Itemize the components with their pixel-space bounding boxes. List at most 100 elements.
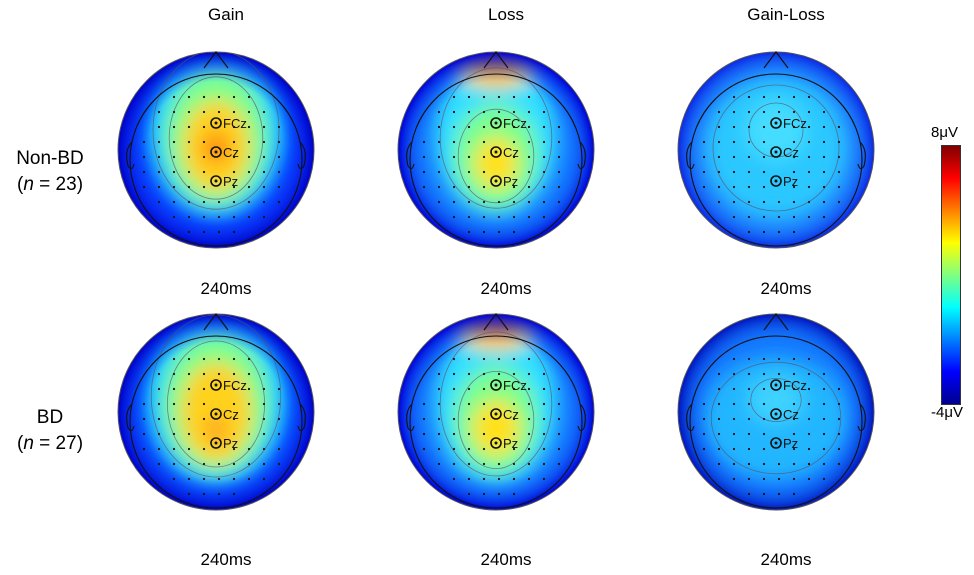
- electrode-dot: [557, 402, 561, 406]
- electrode-dot: [717, 170, 721, 174]
- electrode-dot: [807, 372, 811, 376]
- electrode-dot: [777, 95, 781, 99]
- electrode-dot: [172, 140, 176, 144]
- electrode-dot: [747, 170, 751, 174]
- electrode-dot: [277, 200, 281, 204]
- electrode-dot: [542, 215, 546, 219]
- electrode-array: [702, 357, 841, 496]
- electrode-dot: [777, 357, 781, 361]
- electrode-dot: [157, 125, 161, 129]
- electrode-dot: [187, 185, 191, 189]
- electrode-dot: [437, 170, 441, 174]
- electrode-dot: [807, 140, 811, 144]
- electrode-dot: [437, 447, 441, 451]
- electrode-dot: [482, 357, 486, 361]
- electrode-dot: [452, 447, 456, 451]
- electrode-center: [774, 150, 778, 154]
- electrode-dot: [822, 200, 826, 204]
- electrode-dot: [762, 95, 766, 99]
- electrode-dot: [277, 417, 281, 421]
- electrode-dot: [732, 200, 736, 204]
- electrode-dot: [437, 372, 441, 376]
- electrode-dot: [142, 140, 146, 144]
- electrode-dot: [277, 170, 281, 174]
- electrode-dot: [792, 432, 796, 436]
- electrode-dot: [437, 200, 441, 204]
- electrode-dot: [497, 200, 501, 204]
- electrode-dot: [837, 170, 841, 174]
- electrode-marker: [210, 175, 222, 187]
- electrode-dot: [467, 477, 471, 481]
- column-title-loss: Loss: [488, 5, 524, 24]
- electrode-dot: [157, 185, 161, 189]
- electrode-dot: [482, 200, 486, 204]
- electrode-dot: [467, 417, 471, 421]
- electrode-dot: [497, 462, 501, 466]
- electrode-dot: [717, 185, 721, 189]
- electrode-dot: [187, 447, 191, 451]
- electrode-dot: [467, 230, 471, 234]
- electrode-dot: [747, 402, 751, 406]
- electrode-dot: [762, 477, 766, 481]
- electrode-pz: Pz: [770, 436, 798, 451]
- electrode-dot: [527, 110, 531, 114]
- electrode-dot: [807, 432, 811, 436]
- electrode-dot: [747, 215, 751, 219]
- electrode-dot: [187, 477, 191, 481]
- electrode-dot: [527, 462, 531, 466]
- electrode-dot: [172, 155, 176, 159]
- electrode-dot: [792, 215, 796, 219]
- electrode-dot: [262, 387, 266, 391]
- electrode-dot: [217, 230, 221, 234]
- electrode-dot: [437, 417, 441, 421]
- electrode-dot: [702, 140, 706, 144]
- electrode-dot: [277, 185, 281, 189]
- electrode-dot: [837, 200, 841, 204]
- electrode-dot: [172, 125, 176, 129]
- electrode-dot: [142, 402, 146, 406]
- colorbar: [941, 145, 961, 405]
- electrode-array: [422, 95, 561, 234]
- electrode-dot: [202, 215, 206, 219]
- electrode-dot: [822, 140, 826, 144]
- electrode-marker: [210, 437, 222, 449]
- electrode-dot: [807, 447, 811, 451]
- electrode-dot: [482, 140, 486, 144]
- electrode-dot: [157, 200, 161, 204]
- right-ear-outline: [577, 141, 586, 170]
- electrode-dot: [142, 185, 146, 189]
- left-ear-outline: [686, 403, 695, 432]
- electrode-label: Pz: [223, 174, 238, 189]
- electrode-dot: [452, 462, 456, 466]
- electrode-dot: [747, 140, 751, 144]
- electrode-dot: [777, 372, 781, 376]
- electrode-dot: [527, 140, 531, 144]
- electrode-dot: [142, 447, 146, 451]
- electrode-dot: [747, 125, 751, 129]
- group-name: Non-BD: [16, 148, 84, 169]
- time-label: 240ms: [480, 550, 532, 569]
- electrode-fcz: FCz: [490, 378, 527, 393]
- electrode-marker: [770, 379, 782, 391]
- electrode-fcz: FCz: [490, 116, 527, 131]
- electrode-dot: [172, 372, 176, 376]
- electrode-dot: [792, 387, 796, 391]
- electrode-dot: [747, 417, 751, 421]
- electrode-dot: [792, 372, 796, 376]
- electrode-dot: [437, 432, 441, 436]
- electrode-dot: [732, 477, 736, 481]
- electrode-dot: [247, 110, 251, 114]
- electrode-dot: [542, 387, 546, 391]
- electrode-dot: [497, 492, 501, 496]
- electrode-pz: Pz: [210, 436, 238, 451]
- left-ear-outline: [126, 141, 135, 170]
- electrode-dot: [792, 200, 796, 204]
- electrode-dot: [277, 432, 281, 436]
- electrode-dot: [542, 402, 546, 406]
- electrode-dot: [542, 185, 546, 189]
- time-label: 240ms: [760, 550, 812, 569]
- electrode-pz: Pz: [770, 174, 798, 189]
- electrode-dot: [217, 492, 221, 496]
- electrode-dot: [452, 95, 456, 99]
- electrode-dot: [792, 125, 796, 129]
